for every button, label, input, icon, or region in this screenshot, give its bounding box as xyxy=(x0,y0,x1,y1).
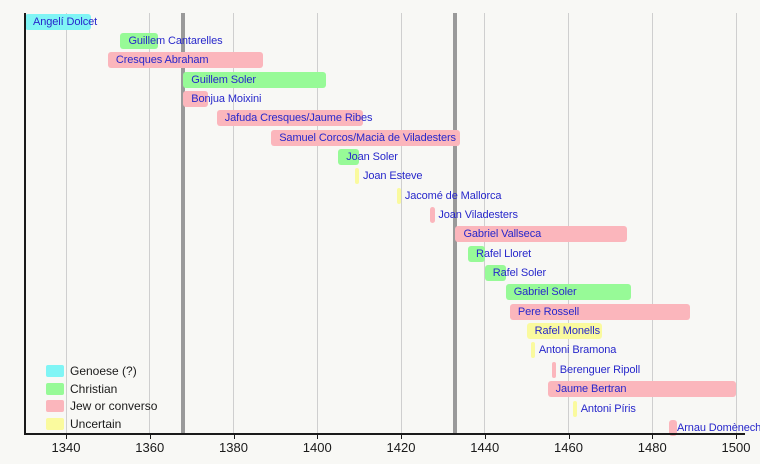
timeline-bar xyxy=(354,168,360,185)
gridline xyxy=(568,13,569,433)
timeline-bar xyxy=(526,323,602,340)
timeline-bar xyxy=(455,226,628,243)
axis-tick xyxy=(401,435,402,439)
person-label: Gabriel Soler xyxy=(513,286,577,299)
person-label: Guillem Soler xyxy=(191,73,256,86)
person-label: Rafel Lloret xyxy=(476,247,532,260)
person-label: Angelí Dolcet xyxy=(33,15,98,28)
person-label: Jacomé de Mallorca xyxy=(404,189,502,202)
person-label: Rafel Soler xyxy=(492,267,547,280)
timeline-bar xyxy=(551,361,556,378)
person-label: Samuel Corcos/Macià de Viladesters xyxy=(279,131,456,144)
person-label: Rafel Monells xyxy=(534,325,600,338)
person-label: Joan Soler xyxy=(346,150,398,163)
person-label: Jaume Bertran xyxy=(555,383,627,396)
person-label: Berenguer Ripoll xyxy=(559,363,641,376)
gridline xyxy=(651,13,653,433)
axis-tick xyxy=(484,435,486,439)
axis-tick xyxy=(233,435,235,439)
axis-tick-label: 1440 xyxy=(470,440,500,455)
gridline xyxy=(735,13,737,433)
axis-tick xyxy=(736,435,737,439)
axis-tick-label: 1500 xyxy=(721,440,751,455)
legend-swatch-christian xyxy=(46,382,64,395)
gridline xyxy=(233,13,234,433)
person-label: Arnau Domènech xyxy=(677,421,760,434)
axis-tick xyxy=(652,435,654,439)
person-label: Joan Viladesters xyxy=(438,209,518,221)
person-label: Cresques Abraham xyxy=(115,54,209,67)
person-label: Jafuda Cresques/Jaume Ribes xyxy=(224,112,373,125)
timeline-bar xyxy=(271,129,460,146)
timeline-bar xyxy=(547,381,736,398)
legend-item: Christian xyxy=(46,382,186,396)
legend-swatch-genoese xyxy=(46,365,64,377)
axis-tick xyxy=(149,435,151,439)
person-label: Gabriel Vallseca xyxy=(463,228,542,241)
person-label: Guillem Cantarelles xyxy=(128,34,223,47)
timeline-bar xyxy=(120,32,159,49)
timeline-bar xyxy=(183,71,326,88)
timeline-bar xyxy=(216,110,364,127)
person-label: Antoni Píris xyxy=(580,402,636,415)
axis-tick-label: 1460 xyxy=(554,440,583,455)
axis-tick-label: 1480 xyxy=(637,440,667,455)
axis-tick-label: 1360 xyxy=(135,440,165,455)
timeline-bar xyxy=(484,265,506,282)
timeline-bar xyxy=(430,207,435,223)
person-label: Bonjua Moixini xyxy=(191,92,262,105)
y-axis-line xyxy=(24,13,26,435)
axis-tick-label: 1340 xyxy=(51,440,81,455)
legend-swatch-jew_or_converso xyxy=(46,400,64,413)
legend-label: Genoese (?) xyxy=(70,364,137,378)
timeline-bar xyxy=(572,400,577,417)
timeline-bar xyxy=(107,52,263,69)
axis-tick-label: 1400 xyxy=(302,440,332,455)
legend-item: Genoese (?) xyxy=(46,364,186,378)
gridline xyxy=(65,13,67,433)
timeline-bar xyxy=(505,284,632,301)
timeline-bar xyxy=(396,187,401,204)
timeline-bar xyxy=(468,245,485,262)
axis-tick xyxy=(66,435,67,439)
legend-swatch-uncertain xyxy=(46,417,64,430)
timeline-bar xyxy=(183,90,209,107)
person-label: Joan Esteve xyxy=(362,170,423,183)
timeline-bar xyxy=(669,419,678,436)
legend-item: Uncertain xyxy=(46,417,186,431)
gridline xyxy=(484,13,486,433)
gridline xyxy=(400,13,402,433)
axis-tick xyxy=(568,435,570,439)
timeline-bar xyxy=(530,342,535,359)
legend-label: Uncertain xyxy=(70,416,122,431)
person-label: Pere Rossell xyxy=(517,305,580,318)
axis-tick-label: 1420 xyxy=(386,440,416,455)
legend-label: Christian xyxy=(70,381,118,396)
legend-label: Jew or converso xyxy=(70,399,158,414)
timeline-bar xyxy=(25,13,92,30)
gridline xyxy=(316,13,318,433)
era-marker-line xyxy=(453,13,458,433)
person-label: Antoni Bramona xyxy=(538,344,617,357)
axis-tick xyxy=(317,435,319,439)
axis-tick-label: 1380 xyxy=(219,440,248,455)
gridline xyxy=(149,13,151,433)
legend-item: Jew or converso xyxy=(46,399,186,413)
timeline-bar xyxy=(509,303,690,320)
timeline-bar xyxy=(338,148,360,165)
era-marker-line xyxy=(181,13,186,433)
x-axis-line xyxy=(25,433,745,435)
